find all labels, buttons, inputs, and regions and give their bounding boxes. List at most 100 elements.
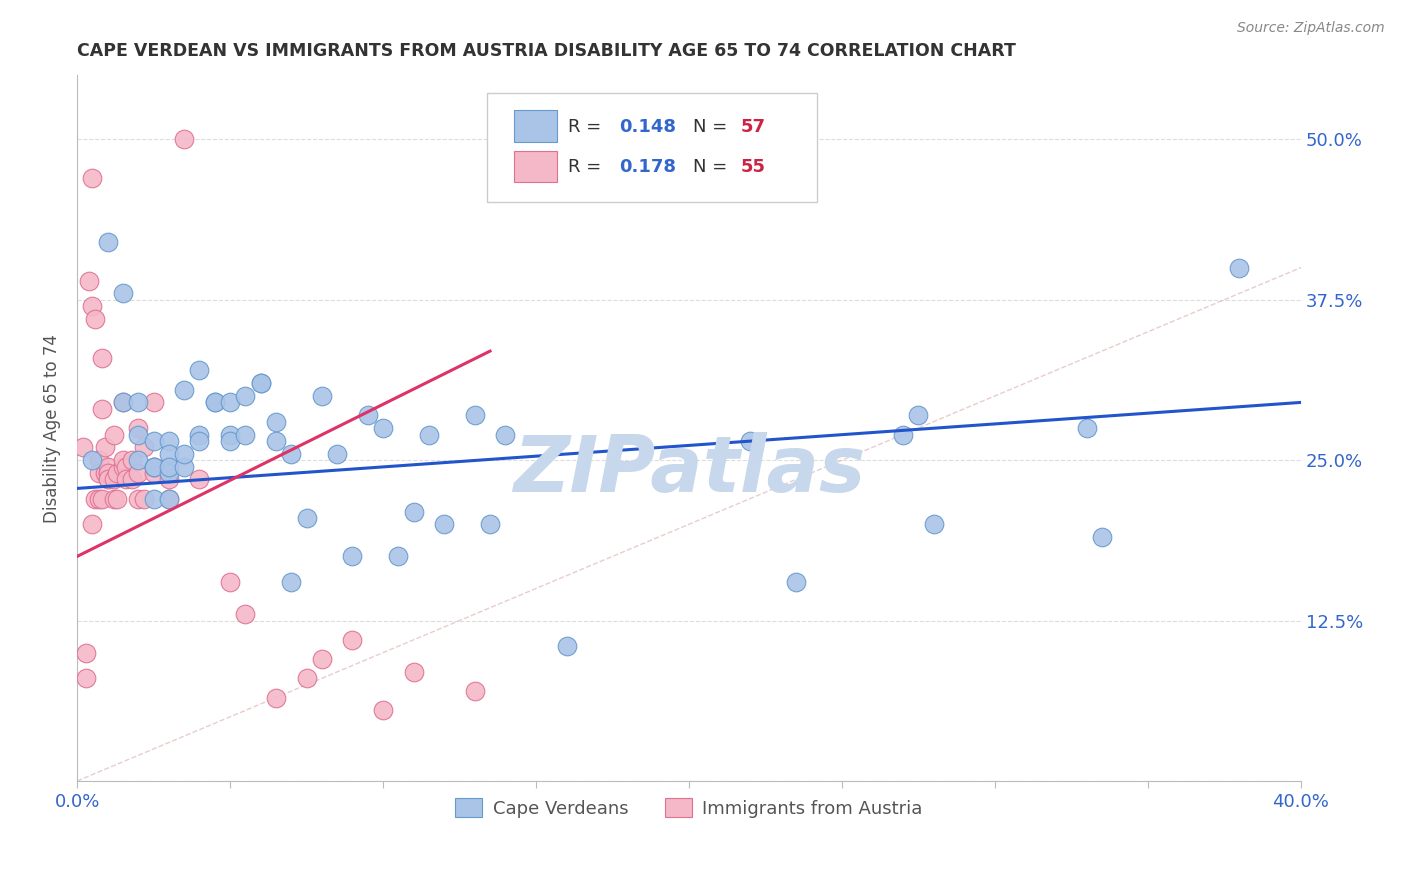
Point [142, 459, 165, 474]
Text: CAPE VERDEAN VS IMMIGRANTS FROM AUSTRIA DISABILITY AGE 65 TO 74 CORRELATION CHAR: CAPE VERDEAN VS IMMIGRANTS FROM AUSTRIA … [77, 42, 1017, 60]
Point [738, 434, 761, 448]
Point [1091, 530, 1114, 544]
Point [115, 459, 138, 474]
Point [82, 299, 104, 313]
Point [464, 409, 486, 423]
Point [922, 517, 945, 532]
Point [127, 421, 149, 435]
Point [357, 409, 380, 423]
Text: ZIPatlas: ZIPatlas [513, 433, 865, 508]
Point [82, 453, 104, 467]
Point [134, 491, 156, 506]
Point [785, 575, 807, 590]
Point [1229, 260, 1251, 275]
Point [173, 447, 195, 461]
Point [173, 459, 195, 474]
Text: R =: R = [568, 118, 607, 136]
Point [90, 401, 112, 416]
Point [1076, 421, 1098, 435]
Point [142, 459, 165, 474]
Point [219, 434, 242, 448]
Point [105, 466, 128, 480]
Point [97, 472, 120, 486]
Point [97, 472, 120, 486]
Point [418, 427, 440, 442]
Text: N =: N = [693, 118, 733, 136]
Point [402, 665, 425, 679]
Text: 0.178: 0.178 [619, 158, 676, 176]
Point [121, 453, 143, 467]
Point [111, 395, 134, 409]
Point [93, 441, 115, 455]
Point [157, 491, 180, 506]
Point [87, 491, 110, 506]
Point [264, 434, 287, 448]
Point [82, 517, 104, 532]
Point [233, 389, 256, 403]
Point [433, 517, 456, 532]
Point [121, 472, 143, 486]
Point [105, 491, 128, 506]
Text: R =: R = [568, 158, 607, 176]
Point [103, 491, 125, 506]
Point [188, 363, 211, 377]
Point [280, 575, 302, 590]
Point [387, 549, 409, 564]
Point [233, 607, 256, 622]
Point [891, 427, 914, 442]
Point [87, 453, 110, 467]
Point [97, 459, 120, 474]
Point [103, 427, 125, 442]
Point [84, 491, 107, 506]
Point [115, 472, 138, 486]
Point [907, 409, 929, 423]
Y-axis label: Disability Age 65 to 74: Disability Age 65 to 74 [44, 334, 60, 523]
Point [249, 376, 271, 391]
Point [311, 652, 333, 666]
Legend: Cape Verdeans, Immigrants from Austria: Cape Verdeans, Immigrants from Austria [447, 791, 929, 825]
Point [204, 395, 226, 409]
Point [127, 453, 149, 467]
Point [157, 466, 180, 480]
Point [87, 466, 110, 480]
Point [402, 504, 425, 518]
Point [127, 427, 149, 442]
Point [464, 684, 486, 698]
Point [127, 491, 149, 506]
Point [142, 459, 165, 474]
Point [134, 441, 156, 455]
Point [111, 395, 134, 409]
Point [75, 671, 97, 685]
Point [79, 273, 101, 287]
Point [93, 466, 115, 480]
Point [142, 466, 165, 480]
Point [295, 671, 318, 685]
Point [72, 441, 94, 455]
Point [142, 491, 165, 506]
Point [371, 703, 394, 717]
Point [219, 427, 242, 442]
Point [157, 491, 180, 506]
Point [188, 434, 211, 448]
Point [127, 395, 149, 409]
Text: 55: 55 [740, 158, 765, 176]
Point [219, 575, 242, 590]
Point [82, 170, 104, 185]
Point [494, 427, 516, 442]
Point [188, 472, 211, 486]
Text: N =: N = [693, 158, 733, 176]
Point [555, 639, 578, 653]
Point [111, 453, 134, 467]
Point [311, 389, 333, 403]
Text: 57: 57 [740, 118, 765, 136]
Point [342, 632, 364, 647]
Point [157, 472, 180, 486]
Point [142, 395, 165, 409]
Point [326, 447, 349, 461]
Point [84, 312, 107, 326]
Point [342, 549, 364, 564]
Point [204, 395, 226, 409]
Point [264, 415, 287, 429]
FancyBboxPatch shape [486, 93, 817, 202]
Point [97, 466, 120, 480]
